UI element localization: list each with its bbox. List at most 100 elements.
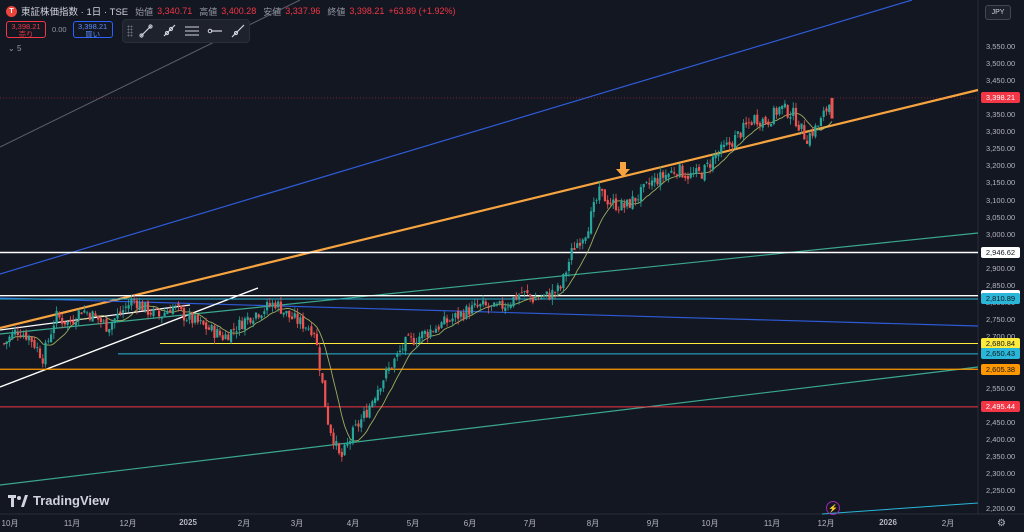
candle-body bbox=[659, 172, 662, 186]
candle-body bbox=[515, 294, 518, 300]
candle-body bbox=[440, 322, 443, 328]
candle-body bbox=[332, 432, 335, 445]
candle-body bbox=[562, 274, 565, 289]
candle-body bbox=[277, 301, 280, 308]
candle-body bbox=[764, 116, 767, 124]
candle-body bbox=[617, 209, 620, 211]
y-tick-label: 3,350.00 bbox=[986, 109, 1016, 119]
horizontal-ray-icon[interactable] bbox=[205, 22, 225, 40]
candle-body bbox=[238, 319, 241, 331]
orange-trend-line bbox=[0, 88, 979, 330]
candle-body bbox=[55, 310, 58, 324]
candle-body bbox=[609, 202, 612, 205]
candle-body bbox=[443, 316, 446, 325]
candle-body bbox=[498, 301, 501, 304]
candle-body bbox=[523, 291, 526, 293]
candle-body bbox=[49, 334, 53, 343]
high-value: 3,400.28 bbox=[221, 6, 257, 16]
open-label: 始値 bbox=[135, 6, 154, 17]
sell-button[interactable]: 3,398.21 売り bbox=[6, 21, 46, 39]
drag-handle-icon[interactable] bbox=[127, 25, 133, 37]
candle-body bbox=[69, 319, 72, 322]
candle-body bbox=[382, 380, 385, 389]
candle-body bbox=[612, 199, 615, 204]
y-tick-label: 2,550.00 bbox=[986, 383, 1016, 393]
candle-body bbox=[360, 419, 363, 428]
candle-body bbox=[110, 322, 114, 330]
candle-body bbox=[445, 318, 449, 323]
tradingview-logo[interactable]: TradingView bbox=[8, 493, 109, 508]
candle-body bbox=[357, 423, 360, 427]
candle-body bbox=[570, 248, 573, 261]
logo-text: TradingView bbox=[33, 493, 110, 508]
candle-body bbox=[481, 300, 485, 305]
candle-body bbox=[354, 424, 357, 426]
candle-body bbox=[243, 318, 247, 330]
candle-body bbox=[565, 272, 568, 277]
candle-body bbox=[371, 401, 374, 407]
x-tick-label: 12月 bbox=[817, 519, 835, 528]
candle-body bbox=[725, 142, 728, 145]
candle-body bbox=[512, 297, 515, 307]
candle-body bbox=[340, 451, 343, 457]
candle-body bbox=[102, 320, 105, 322]
candle-body bbox=[792, 107, 795, 117]
candle-body bbox=[133, 299, 136, 301]
candle-body bbox=[337, 443, 341, 454]
candle-body bbox=[307, 328, 310, 330]
candle-body bbox=[335, 441, 338, 446]
y-tick-label: 2,200.00 bbox=[986, 503, 1016, 513]
currency-selector[interactable]: JPY bbox=[985, 5, 1011, 20]
y-tick-label: 2,700.00 bbox=[986, 332, 1016, 342]
candle-body bbox=[318, 347, 321, 371]
candle-body bbox=[767, 121, 770, 125]
candle-body bbox=[711, 156, 715, 171]
candle-body bbox=[155, 308, 158, 310]
parallel-channel-icon[interactable] bbox=[182, 22, 202, 40]
candle-body bbox=[401, 348, 404, 350]
symbol-title[interactable]: 東証株価指数 · 1日 · TSE bbox=[21, 7, 129, 18]
symbol-logo[interactable]: T bbox=[6, 5, 17, 17]
candle-body bbox=[185, 320, 188, 322]
y-tick-label: 3,300.00 bbox=[986, 127, 1016, 137]
gear-icon[interactable]: ⚙ bbox=[997, 518, 1006, 529]
candle-body bbox=[254, 312, 258, 319]
candle-body bbox=[620, 200, 623, 211]
extended-line-icon[interactable] bbox=[228, 22, 248, 40]
candle-body bbox=[531, 297, 535, 303]
y-tick-label: 3,550.00 bbox=[986, 41, 1016, 51]
candle-body bbox=[758, 122, 762, 126]
candle-body bbox=[216, 329, 219, 338]
candle-body bbox=[260, 315, 263, 319]
indicator-toggle[interactable]: ⌄ 5 bbox=[8, 44, 21, 53]
candle-body bbox=[794, 107, 798, 127]
candle-body bbox=[321, 373, 324, 383]
candle-body bbox=[41, 358, 44, 364]
candle-body bbox=[271, 302, 274, 307]
buy-button[interactable]: 3,398.21 買い bbox=[72, 21, 113, 39]
y-tick-label: 2,250.00 bbox=[986, 486, 1016, 496]
candle-body bbox=[91, 311, 94, 322]
candle-body bbox=[80, 312, 83, 315]
candle-body bbox=[398, 350, 402, 353]
candle-body bbox=[293, 313, 296, 318]
candle-body bbox=[520, 292, 523, 294]
candle-body bbox=[811, 131, 814, 136]
price-tag: 3,398.21 bbox=[981, 92, 1020, 104]
y-tick-label: 2,850.00 bbox=[986, 281, 1016, 291]
trend-line-icon[interactable] bbox=[136, 22, 156, 40]
candle-body bbox=[601, 188, 604, 191]
candle-body bbox=[326, 406, 330, 425]
candle-body bbox=[457, 310, 460, 319]
candle-body bbox=[808, 133, 811, 146]
candle-body bbox=[124, 306, 127, 308]
ray-icon[interactable] bbox=[159, 22, 179, 40]
candle-body bbox=[595, 199, 598, 201]
candle-body bbox=[423, 330, 427, 334]
candle-body bbox=[246, 316, 249, 321]
candle-body bbox=[301, 316, 305, 329]
x-tick-label: 9月 bbox=[646, 519, 660, 528]
lightning-icon[interactable]: ⚡ bbox=[826, 501, 840, 515]
